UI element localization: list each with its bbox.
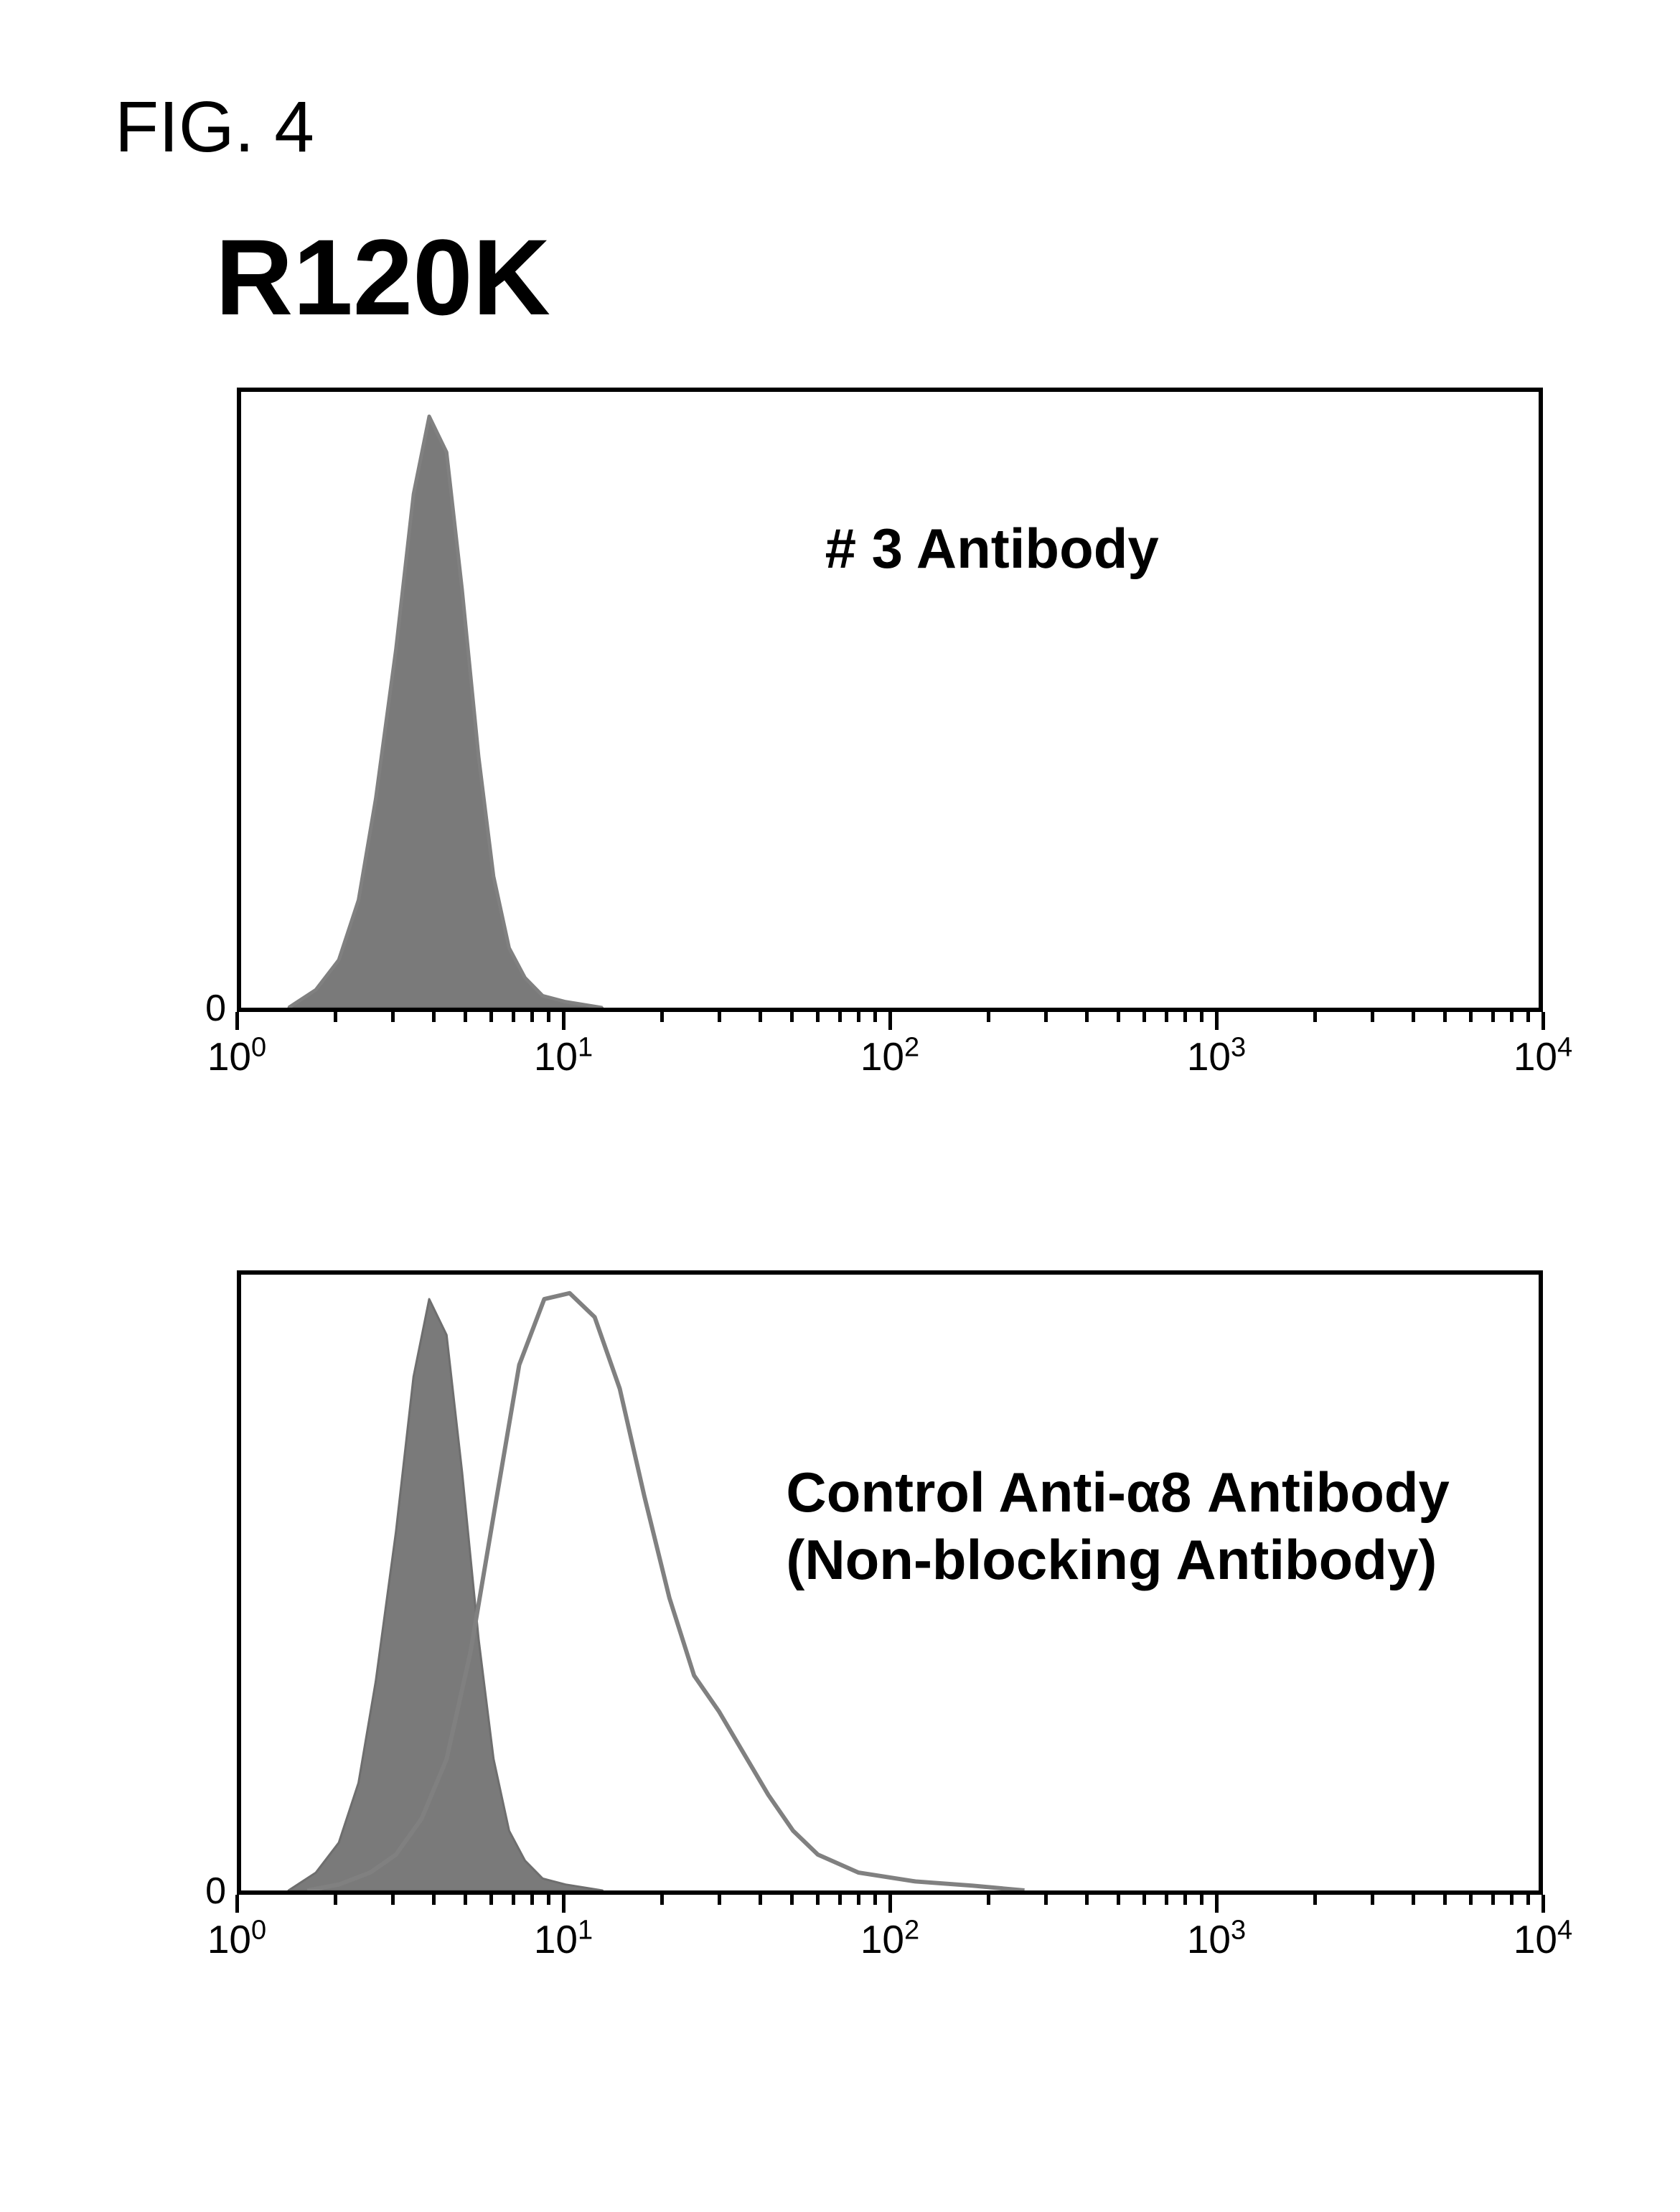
x-tick-label: 103 <box>1187 1034 1246 1079</box>
x-tick-minor <box>1371 1895 1374 1905</box>
x-tick-minor <box>718 1012 721 1022</box>
x-tick-minor <box>1526 1895 1530 1905</box>
inset-label: # 3 Antibody <box>825 515 1159 583</box>
x-tick-minor <box>334 1012 337 1022</box>
x-tick-minor <box>1117 1895 1120 1905</box>
x-tick-minor <box>1142 1895 1146 1905</box>
x-tick-minor <box>1443 1895 1447 1905</box>
chart-2: Control Anti-α8 Antibody(Non-blocking An… <box>237 1270 1543 1895</box>
chart-frame: Control Anti-α8 Antibody(Non-blocking An… <box>237 1270 1543 1895</box>
figure-label: FIG. 4 <box>115 86 314 169</box>
x-tick-label: 104 <box>1514 1034 1572 1079</box>
x-tick-minor <box>489 1012 493 1022</box>
x-tick-minor <box>530 1895 534 1905</box>
x-tick-minor <box>334 1895 337 1905</box>
x-tick-minor <box>1526 1012 1530 1022</box>
y-axis-zero: 0 <box>205 987 226 1030</box>
x-tick-major <box>235 1012 239 1030</box>
x-tick-minor <box>432 1895 436 1905</box>
x-tick-label: 102 <box>860 1916 919 1962</box>
x-tick-minor <box>1165 1012 1168 1022</box>
x-tick-label: 101 <box>534 1916 593 1962</box>
x-tick-minor <box>1085 1895 1089 1905</box>
x-tick-minor <box>1044 1895 1048 1905</box>
inset-label: Control Anti-α8 Antibody(Non-blocking An… <box>786 1459 1450 1593</box>
x-tick-minor <box>489 1895 493 1905</box>
x-tick-minor <box>1443 1012 1447 1022</box>
x-tick-minor <box>1165 1895 1168 1905</box>
x-tick-minor <box>547 1012 550 1022</box>
x-tick-minor <box>790 1012 794 1022</box>
x-tick-minor <box>838 1895 842 1905</box>
x-tick-minor <box>816 1012 820 1022</box>
x-axis-ticks: 100101102103104 <box>237 1895 1543 1981</box>
x-tick-minor <box>464 1895 467 1905</box>
x-tick-minor <box>1044 1012 1048 1022</box>
histogram-svg <box>241 392 1539 1008</box>
x-tick-major <box>562 1895 566 1913</box>
x-tick-minor <box>1142 1012 1146 1022</box>
chart-frame: # 3 Antibody <box>237 388 1543 1012</box>
x-tick-minor <box>512 1895 515 1905</box>
x-tick-minor <box>816 1895 820 1905</box>
y-axis-zero: 0 <box>205 1870 226 1913</box>
x-tick-minor <box>1510 1012 1514 1022</box>
x-tick-label: 100 <box>207 1916 266 1962</box>
x-tick-minor <box>873 1012 877 1022</box>
x-tick-minor <box>660 1012 664 1022</box>
x-tick-minor <box>660 1895 664 1905</box>
x-tick-label: 100 <box>207 1034 266 1079</box>
x-tick-major <box>235 1895 239 1913</box>
x-tick-minor <box>1183 1895 1187 1905</box>
x-axis-ticks: 100101102103104 <box>237 1012 1543 1098</box>
x-tick-minor <box>512 1012 515 1022</box>
x-tick-minor <box>1085 1012 1089 1022</box>
x-tick-minor <box>1200 1895 1203 1905</box>
x-tick-major <box>562 1012 566 1030</box>
x-tick-major <box>888 1895 892 1913</box>
x-tick-minor <box>759 1895 762 1905</box>
x-tick-minor <box>790 1895 794 1905</box>
series-filled <box>288 1299 602 1890</box>
x-tick-major <box>1541 1895 1545 1913</box>
x-tick-minor <box>1491 1895 1495 1905</box>
x-tick-minor <box>1313 1012 1317 1022</box>
x-tick-minor <box>1200 1012 1203 1022</box>
x-tick-minor <box>1510 1895 1514 1905</box>
x-tick-major <box>888 1012 892 1030</box>
x-tick-minor <box>1313 1895 1317 1905</box>
x-tick-label: 101 <box>534 1034 593 1079</box>
x-tick-minor <box>1491 1012 1495 1022</box>
x-tick-minor <box>857 1895 860 1905</box>
series-filled <box>288 416 602 1008</box>
x-tick-minor <box>530 1012 534 1022</box>
x-tick-minor <box>718 1895 721 1905</box>
x-tick-minor <box>391 1895 395 1905</box>
x-tick-label: 102 <box>860 1034 919 1079</box>
x-tick-label: 103 <box>1187 1916 1246 1962</box>
x-tick-minor <box>1371 1012 1374 1022</box>
x-tick-minor <box>1412 1895 1415 1905</box>
x-tick-minor <box>987 1895 990 1905</box>
x-tick-minor <box>547 1895 550 1905</box>
x-tick-minor <box>759 1012 762 1022</box>
x-tick-major <box>1541 1012 1545 1030</box>
x-tick-minor <box>1412 1012 1415 1022</box>
x-tick-minor <box>857 1012 860 1022</box>
main-title: R120K <box>215 215 550 339</box>
x-tick-minor <box>1469 1012 1473 1022</box>
x-tick-minor <box>987 1012 990 1022</box>
x-tick-major <box>1215 1012 1219 1030</box>
x-tick-minor <box>838 1012 842 1022</box>
x-tick-minor <box>1183 1012 1187 1022</box>
x-tick-minor <box>1117 1012 1120 1022</box>
x-tick-minor <box>432 1012 436 1022</box>
x-tick-label: 104 <box>1514 1916 1572 1962</box>
x-tick-major <box>1215 1895 1219 1913</box>
x-tick-minor <box>1469 1895 1473 1905</box>
x-tick-minor <box>873 1895 877 1905</box>
x-tick-minor <box>464 1012 467 1022</box>
x-tick-minor <box>391 1012 395 1022</box>
chart-1: # 3 Antibody 0 100101102103104 <box>237 388 1543 1012</box>
